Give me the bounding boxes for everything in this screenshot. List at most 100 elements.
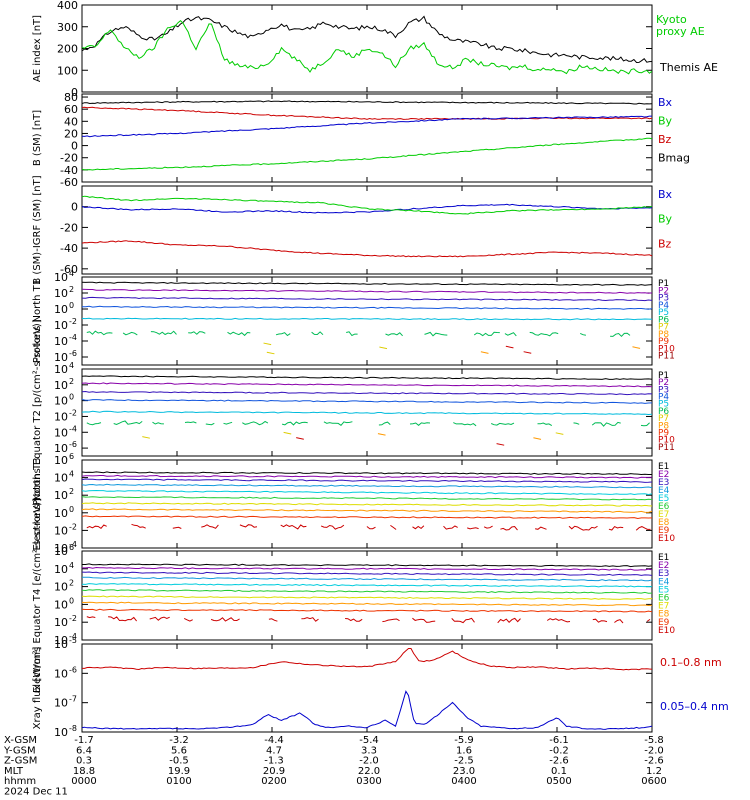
legend-entry: P6: [658, 315, 669, 325]
ephemeris-label: Y-GSM: [3, 745, 36, 756]
series-line-e6: [82, 496, 652, 501]
series-segment-e10: [546, 618, 571, 623]
series-segment-e10: [646, 618, 651, 622]
series-line-bz: [82, 240, 652, 258]
legend-entry: E5: [658, 494, 669, 504]
y-tick-label: 10: [54, 563, 68, 576]
series-segment-e10: [268, 618, 278, 622]
y-tick-exponent: -2: [69, 614, 77, 623]
series-segment-e10: [608, 525, 624, 531]
ephemeris-value: 22.0: [358, 766, 380, 777]
ephemeris-value: 23.0: [453, 766, 475, 777]
series-segment-p6: [188, 331, 206, 335]
series-segment-e10: [239, 524, 258, 528]
legend-entry: E2: [658, 470, 669, 480]
series-segment-p6: [150, 330, 177, 336]
ephemeris-value: -2.0: [644, 745, 664, 756]
y-tick-label: 10: [54, 303, 68, 316]
y-tick-exponent: -2: [69, 408, 77, 417]
series-group: [82, 100, 652, 171]
ephemeris-value: 20.9: [263, 766, 285, 777]
y-tick-exponent: 6: [69, 452, 74, 461]
y-tick-label: 10: [54, 410, 68, 423]
series-segment-p6: [205, 422, 215, 426]
y-tick-exponent: -4: [69, 424, 77, 433]
series-line-p2: [82, 382, 652, 388]
legend-entry: By: [658, 213, 673, 226]
series-line-e8: [82, 601, 652, 607]
ephemeris-value: 0.3: [76, 756, 92, 767]
series-segment-e10: [149, 616, 170, 621]
legend-entry: Kyoto: [656, 13, 687, 26]
series-segment-e10: [382, 618, 400, 623]
ephemeris-label: MLT: [4, 766, 24, 777]
y-tick-exponent: 0: [69, 301, 74, 310]
legend-entry: Bx: [658, 96, 673, 109]
series-line-bmag: [82, 100, 652, 105]
series-segment-p6: [529, 331, 559, 337]
series-line-e4: [82, 576, 652, 582]
ephemeris-value: 6.4: [76, 745, 92, 756]
series-fleck: [263, 342, 272, 346]
series-segment-p6: [346, 331, 358, 337]
legend: 0.1–0.8 nm 0.05–0.4 nm: [660, 656, 729, 713]
series-segment-e10: [86, 524, 107, 529]
ephemeris-value: -2.6: [644, 756, 664, 767]
ephemeris-value: 0300: [356, 776, 381, 787]
series-segment-p6: [86, 330, 113, 336]
ephemeris-value: -0.5: [169, 756, 189, 767]
series-fleck: [533, 437, 542, 440]
y-tick-exponent: -8: [69, 724, 77, 733]
y-tick-label: 10: [54, 454, 68, 467]
y-tick-exponent: -6: [69, 349, 77, 358]
y-tick-label: 10: [54, 616, 68, 629]
y-tick-exponent: 4: [69, 561, 74, 570]
panel-frame: [81, 4, 653, 93]
series-line-by: [82, 137, 652, 171]
series-fleck: [505, 345, 514, 349]
series-fleck: [266, 351, 275, 355]
y-tick-label: 0: [71, 86, 78, 99]
y-tick-exponent: -4: [69, 540, 77, 549]
series-line-p5: [82, 410, 652, 416]
series-line-bx: [82, 203, 652, 214]
y-tick-label: 10: [54, 335, 68, 348]
series-line-e2: [82, 566, 652, 571]
ephemeris-value: -2.5: [454, 756, 474, 767]
legend-entry: P4: [658, 393, 669, 403]
y-tick-exponent: -2: [69, 522, 77, 531]
series-group: [82, 281, 652, 355]
series-fleck: [555, 432, 564, 435]
series-fleck: [142, 436, 150, 439]
ephemeris-value: 1.2: [646, 766, 662, 777]
legend-entry: E6: [658, 502, 670, 512]
ephemeris-label: Z-GSM: [4, 756, 37, 767]
legend-entry: P10: [658, 344, 675, 354]
y-tick-exponent: 4: [69, 361, 74, 370]
y-tick-exponent: -6: [69, 665, 77, 674]
legend-entry: P2: [658, 286, 669, 296]
ephemeris-value: 1.6: [456, 745, 472, 756]
series-segment-p6: [113, 420, 143, 426]
legend-entry: E2: [658, 561, 669, 571]
series-line-p4: [82, 399, 652, 404]
series-line-e9: [82, 515, 652, 520]
series-fleck: [523, 351, 532, 354]
panel-frame: [81, 643, 653, 733]
series-line-p1: [82, 281, 652, 286]
series-line-e4: [82, 483, 652, 489]
legend-entry: P4: [658, 301, 669, 311]
ephemeris-value: -5.4: [359, 735, 379, 746]
series-fleck: [296, 437, 304, 440]
series-line-p4: [82, 305, 652, 310]
series-segment-p6: [281, 421, 308, 426]
legend-entry: E3: [658, 569, 669, 579]
